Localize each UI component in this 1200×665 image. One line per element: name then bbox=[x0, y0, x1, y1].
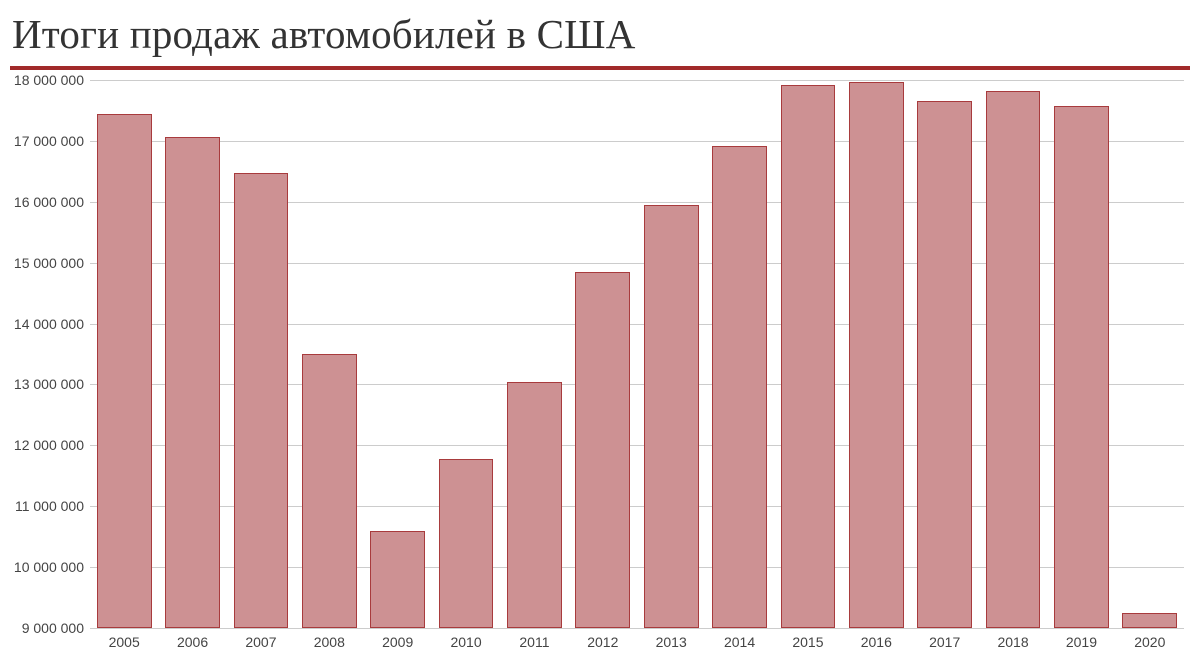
bar bbox=[644, 205, 699, 628]
x-axis-label: 2013 bbox=[656, 634, 687, 650]
y-axis-label: 16 000 000 bbox=[4, 194, 84, 210]
chart-area: 9 000 00010 000 00011 000 00012 000 0001… bbox=[10, 72, 1190, 655]
x-axis-label: 2007 bbox=[245, 634, 276, 650]
y-axis-label: 10 000 000 bbox=[4, 559, 84, 575]
bar bbox=[712, 146, 767, 628]
bar bbox=[165, 137, 220, 628]
grid-line bbox=[90, 628, 1184, 629]
bar bbox=[849, 82, 904, 628]
bar bbox=[575, 272, 630, 628]
bar bbox=[234, 173, 289, 628]
bar bbox=[917, 101, 972, 628]
bar bbox=[370, 531, 425, 628]
x-axis-label: 2019 bbox=[1066, 634, 1097, 650]
grid-line bbox=[90, 80, 1184, 81]
x-axis-label: 2014 bbox=[724, 634, 755, 650]
x-axis-label: 2018 bbox=[997, 634, 1028, 650]
y-axis-label: 14 000 000 bbox=[4, 316, 84, 332]
bar bbox=[781, 85, 836, 628]
bar bbox=[302, 354, 357, 628]
y-axis-label: 15 000 000 bbox=[4, 255, 84, 271]
x-axis-label: 2016 bbox=[861, 634, 892, 650]
y-axis-label: 12 000 000 bbox=[4, 437, 84, 453]
y-axis-label: 18 000 000 bbox=[4, 72, 84, 88]
x-axis-label: 2010 bbox=[450, 634, 481, 650]
y-axis-label: 17 000 000 bbox=[4, 133, 84, 149]
x-axis-label: 2009 bbox=[382, 634, 413, 650]
bar bbox=[97, 114, 152, 629]
x-axis-label: 2005 bbox=[109, 634, 140, 650]
y-axis-label: 13 000 000 bbox=[4, 376, 84, 392]
page-title: Итоги продаж автомобилей в США bbox=[12, 10, 636, 58]
x-axis-label: 2017 bbox=[929, 634, 960, 650]
x-axis-label: 2020 bbox=[1134, 634, 1165, 650]
chart-container: Итоги продаж автомобилей в США 9 000 000… bbox=[0, 0, 1200, 665]
bar bbox=[1122, 613, 1177, 628]
y-axis-label: 11 000 000 bbox=[4, 498, 84, 514]
x-axis-label: 2006 bbox=[177, 634, 208, 650]
x-axis-label: 2012 bbox=[587, 634, 618, 650]
bar bbox=[1054, 106, 1109, 628]
title-underline bbox=[10, 66, 1190, 70]
y-axis-label: 9 000 000 bbox=[4, 620, 84, 636]
x-axis-label: 2015 bbox=[792, 634, 823, 650]
bar bbox=[986, 91, 1041, 628]
x-axis-label: 2008 bbox=[314, 634, 345, 650]
x-axis-label: 2011 bbox=[519, 634, 549, 650]
bar bbox=[507, 382, 562, 628]
bar bbox=[439, 459, 494, 628]
plot-region bbox=[90, 80, 1184, 629]
